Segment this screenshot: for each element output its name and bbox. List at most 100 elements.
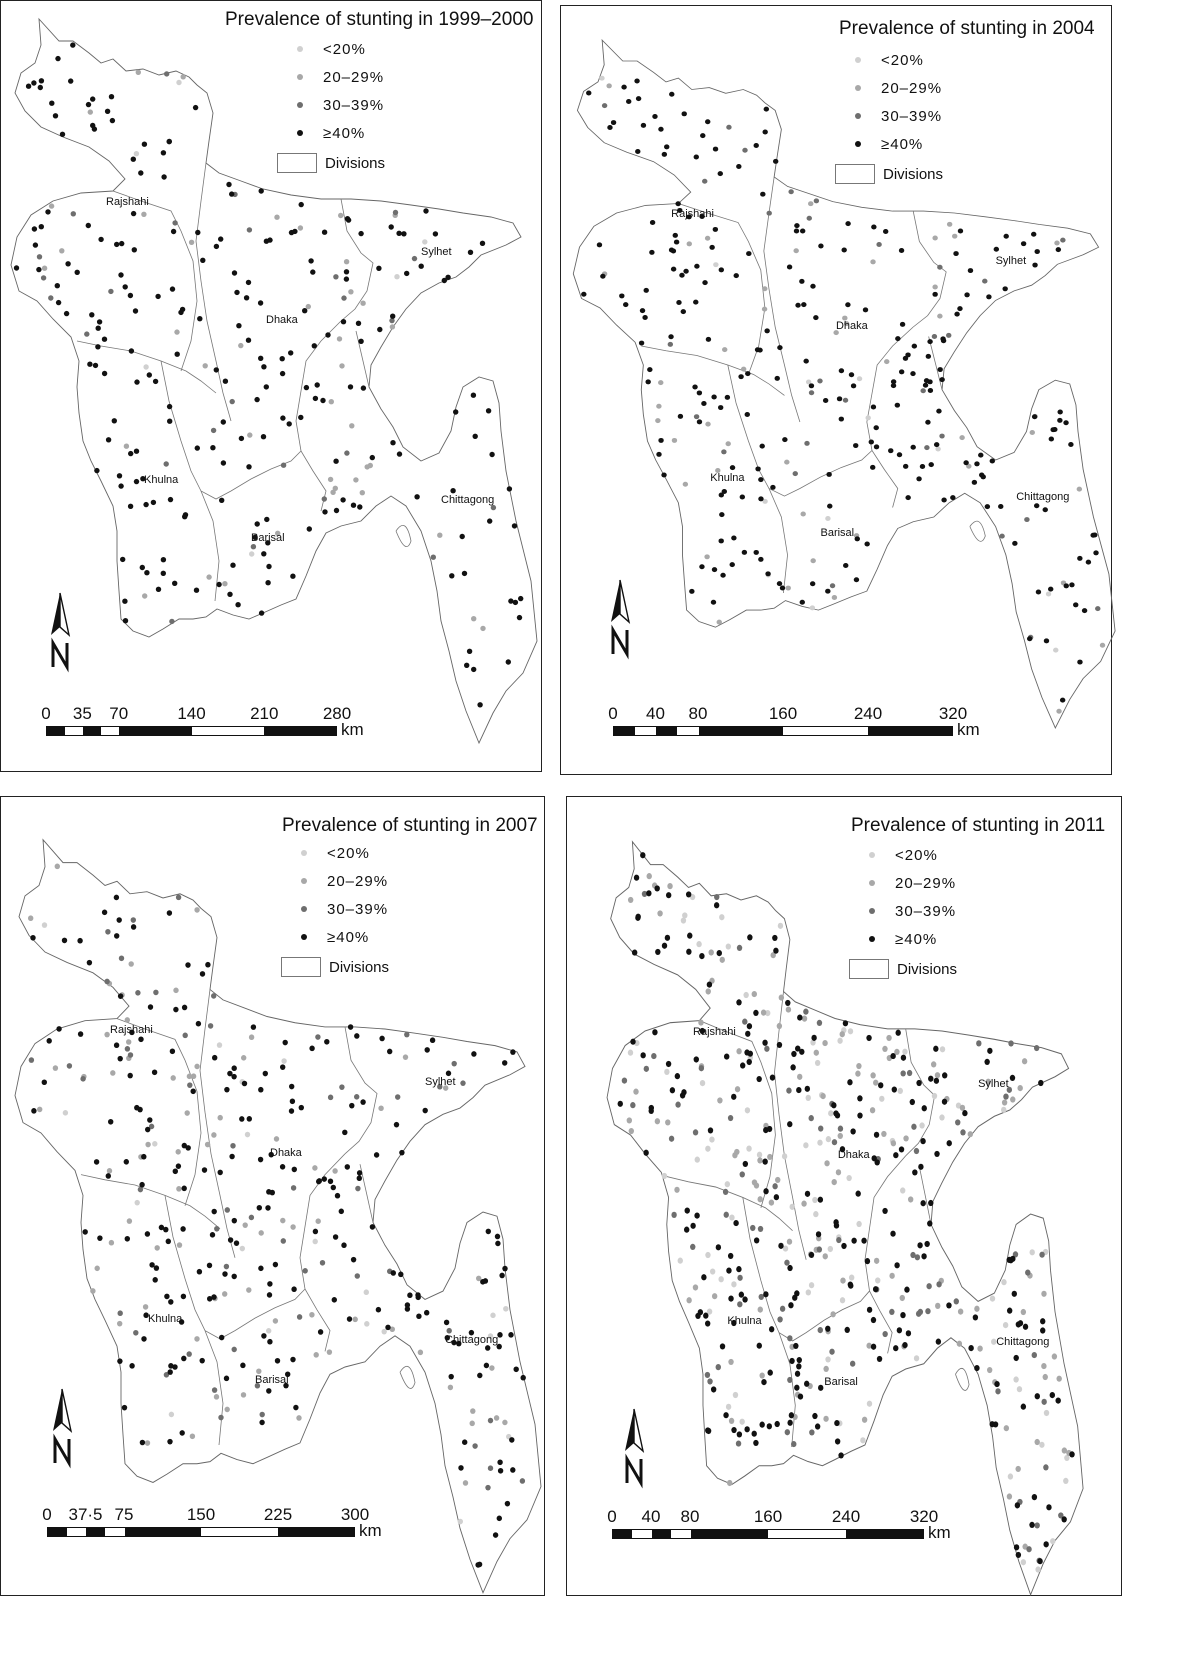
cluster-point bbox=[785, 585, 791, 591]
division-label-khulna: Khulna bbox=[144, 474, 179, 486]
cluster-point bbox=[851, 1237, 857, 1244]
cluster-point bbox=[744, 412, 750, 417]
cluster-point bbox=[513, 1366, 519, 1373]
cluster-point bbox=[158, 1224, 165, 1231]
cluster-point bbox=[84, 331, 90, 337]
cluster-point bbox=[664, 144, 670, 150]
cluster-point bbox=[280, 462, 287, 468]
legend-swatch bbox=[301, 906, 307, 912]
cluster-point bbox=[493, 1415, 500, 1421]
cluster-point bbox=[661, 472, 667, 478]
cluster-point bbox=[778, 1242, 784, 1249]
cluster-point bbox=[306, 526, 312, 532]
cluster-point bbox=[715, 467, 721, 473]
cluster-point bbox=[163, 1371, 170, 1378]
cluster-point bbox=[1020, 1308, 1027, 1316]
scale-segment bbox=[614, 727, 636, 735]
cluster-point bbox=[485, 1484, 491, 1491]
cluster-point bbox=[698, 1019, 704, 1026]
cluster-point bbox=[989, 458, 996, 464]
legend-label: 30–39% bbox=[881, 107, 943, 125]
division-boundary bbox=[204, 1330, 224, 1446]
cluster-point bbox=[184, 1110, 190, 1116]
cluster-point bbox=[619, 293, 625, 299]
cluster-point bbox=[911, 343, 918, 349]
cluster-point bbox=[740, 366, 747, 372]
legend-label: <20% bbox=[881, 51, 924, 69]
cluster-point bbox=[201, 1167, 208, 1173]
cluster-point bbox=[808, 1115, 814, 1122]
cluster-point bbox=[719, 1343, 726, 1350]
division-label-khulna: Khulna bbox=[727, 1315, 762, 1328]
cluster-point bbox=[925, 353, 932, 359]
cluster-point bbox=[759, 1372, 765, 1379]
cluster-point bbox=[606, 83, 612, 89]
cluster-point bbox=[743, 991, 749, 999]
cluster-point bbox=[931, 334, 938, 339]
scale-segment bbox=[48, 1528, 68, 1536]
cluster-point bbox=[930, 1061, 937, 1068]
cluster-point bbox=[810, 1039, 816, 1046]
cluster-point bbox=[126, 1039, 132, 1045]
cluster-point bbox=[698, 1065, 705, 1072]
cluster-point bbox=[751, 990, 757, 998]
cluster-point bbox=[704, 235, 711, 241]
cluster-point bbox=[349, 423, 355, 429]
scale-segment bbox=[768, 1530, 846, 1538]
cluster-point bbox=[381, 1328, 387, 1335]
cluster-point bbox=[31, 1108, 37, 1114]
cluster-point bbox=[1015, 1551, 1022, 1559]
cluster-point bbox=[709, 1136, 715, 1143]
cluster-point bbox=[135, 69, 141, 76]
cluster-point bbox=[926, 1283, 932, 1290]
legend-swatch bbox=[297, 46, 303, 52]
cluster-point bbox=[699, 953, 705, 960]
cluster-point bbox=[761, 306, 768, 312]
cluster-point bbox=[842, 1020, 849, 1027]
legend-item: <20% bbox=[293, 35, 385, 63]
cluster-point bbox=[92, 362, 99, 369]
scale-segment bbox=[783, 727, 868, 735]
cluster-point bbox=[41, 1079, 47, 1086]
cluster-point bbox=[866, 1034, 872, 1042]
cluster-point bbox=[952, 233, 958, 239]
cluster-point bbox=[229, 398, 235, 405]
cluster-point bbox=[745, 1030, 751, 1037]
cluster-point bbox=[330, 489, 336, 495]
cluster-point bbox=[30, 934, 36, 941]
cluster-point bbox=[180, 74, 186, 80]
cluster-point bbox=[596, 242, 603, 248]
north-arrow-icon bbox=[47, 1387, 77, 1469]
cluster-point bbox=[97, 1235, 103, 1241]
cluster-point bbox=[757, 1196, 763, 1203]
cluster-point bbox=[122, 284, 128, 290]
cluster-point bbox=[932, 291, 938, 297]
cluster-point bbox=[179, 1430, 185, 1436]
cluster-point bbox=[1022, 1323, 1029, 1330]
cluster-point bbox=[1017, 1084, 1023, 1092]
cluster-point bbox=[741, 549, 748, 555]
cluster-point bbox=[696, 419, 703, 425]
cluster-point bbox=[1024, 517, 1030, 523]
cluster-point bbox=[160, 570, 166, 576]
cluster-point bbox=[393, 1121, 400, 1128]
cluster-point bbox=[1039, 1251, 1045, 1258]
cluster-point bbox=[175, 894, 182, 901]
cluster-point bbox=[1020, 1403, 1027, 1410]
cluster-point bbox=[296, 1314, 303, 1320]
cluster-point bbox=[736, 1048, 742, 1055]
cluster-point bbox=[823, 1415, 829, 1422]
cluster-point bbox=[731, 1319, 737, 1327]
cluster-point bbox=[265, 1205, 271, 1211]
scale-segment bbox=[263, 727, 336, 735]
cluster-point bbox=[808, 390, 815, 396]
cluster-point bbox=[238, 342, 244, 349]
cluster-point bbox=[94, 1265, 100, 1272]
cluster-point bbox=[207, 1295, 213, 1302]
cluster-point bbox=[640, 122, 647, 128]
cluster-point bbox=[1063, 583, 1069, 589]
cluster-point bbox=[475, 1562, 481, 1568]
division-boundary bbox=[160, 360, 302, 500]
cluster-point bbox=[254, 1382, 261, 1389]
cluster-point bbox=[967, 1131, 974, 1138]
